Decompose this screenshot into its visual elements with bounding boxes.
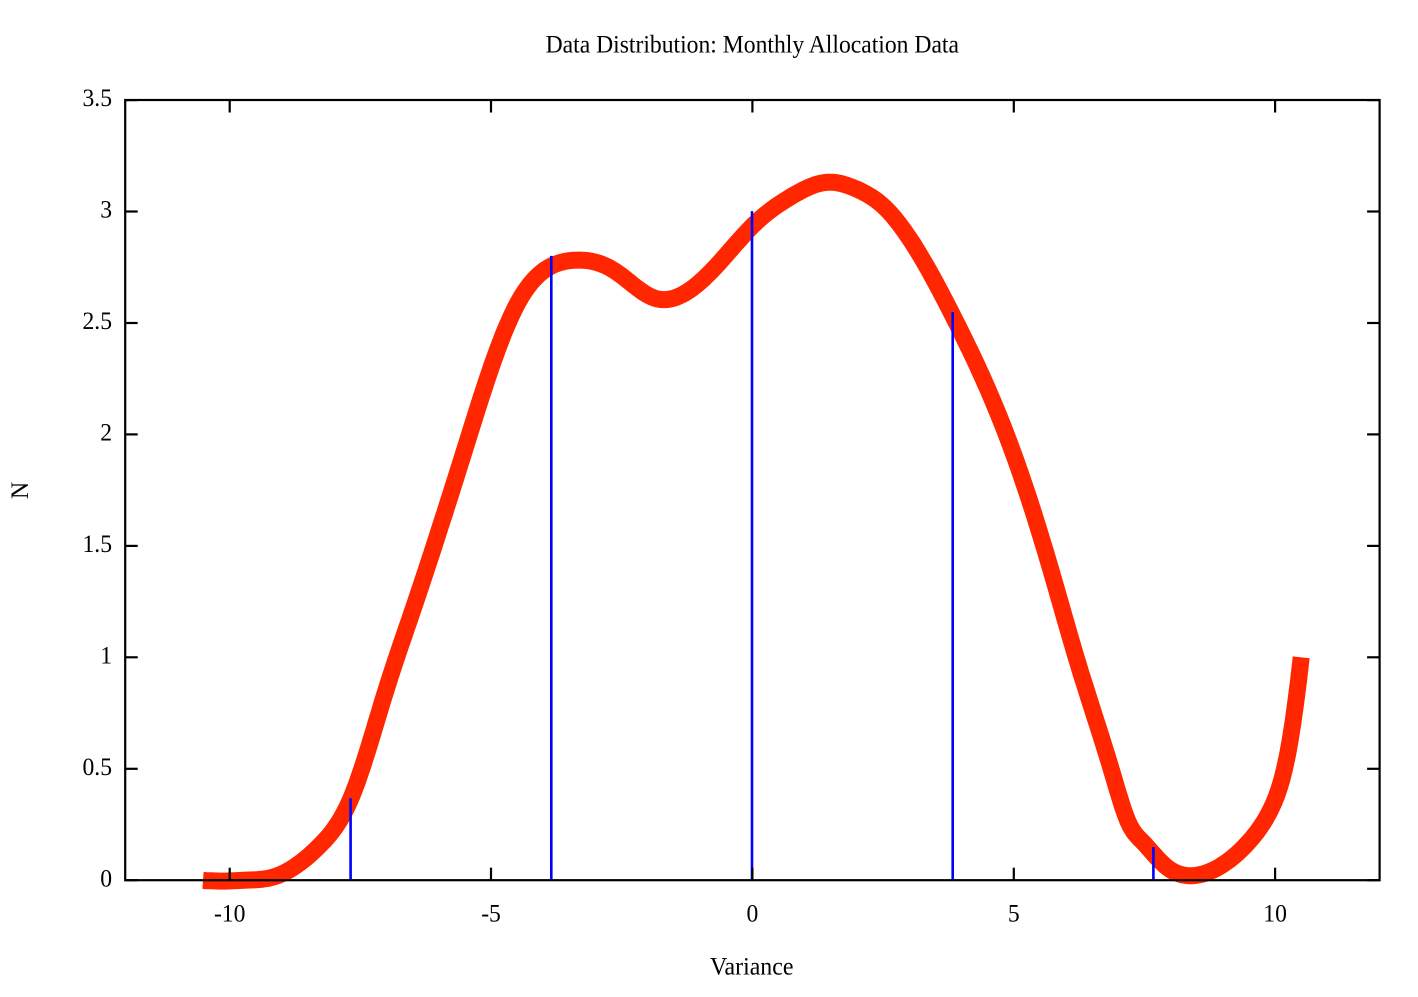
svg-text:2: 2	[100, 420, 112, 447]
svg-text:1.5: 1.5	[83, 531, 113, 558]
svg-text:-10: -10	[214, 901, 246, 928]
svg-text:3: 3	[100, 197, 112, 224]
svg-text:Data Distribution: Monthly All: Data Distribution: Monthly Allocation Da…	[546, 31, 959, 58]
svg-text:0.5: 0.5	[83, 754, 113, 781]
svg-text:0: 0	[100, 865, 112, 892]
svg-text:5: 5	[1008, 901, 1020, 928]
svg-text:3.5: 3.5	[83, 85, 113, 112]
svg-text:Variance: Variance	[710, 953, 794, 980]
svg-text:N: N	[7, 482, 34, 499]
svg-text:1: 1	[100, 642, 112, 669]
svg-text:-5: -5	[481, 901, 501, 928]
svg-text:0: 0	[747, 901, 759, 928]
svg-text:10: 10	[1263, 901, 1287, 928]
svg-text:2.5: 2.5	[83, 308, 113, 335]
